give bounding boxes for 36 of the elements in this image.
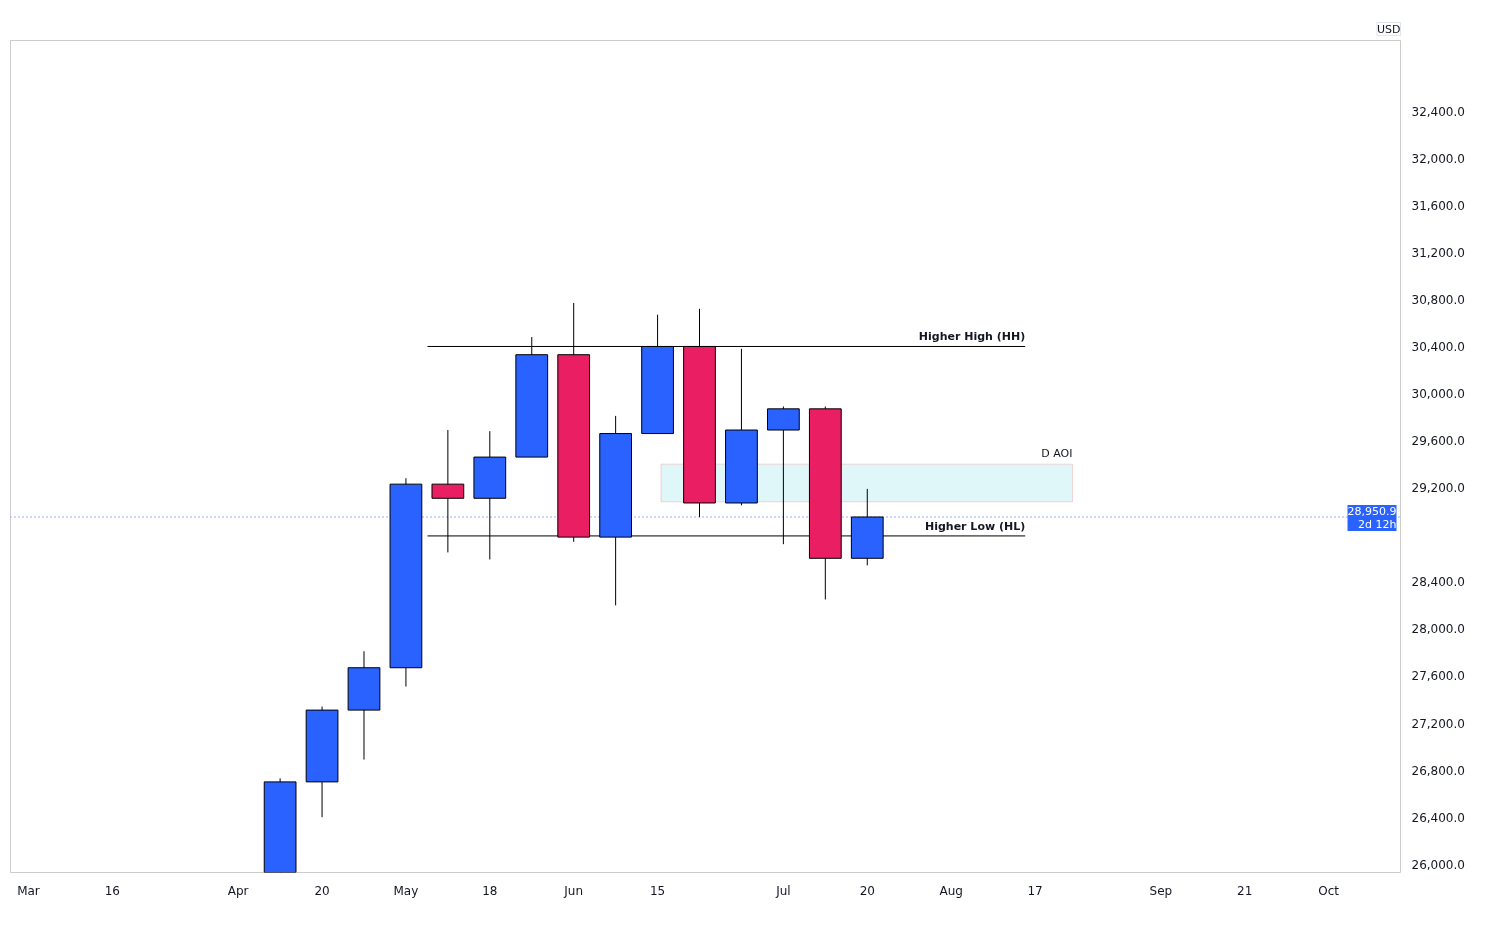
- x-tick-label: Sep: [1149, 883, 1173, 898]
- ref-line-label: 28,950.9 2d 12h: [1347, 505, 1397, 531]
- x-tick-label: 16: [104, 883, 120, 898]
- x-tick-label: Aug: [939, 883, 963, 898]
- y-tick-label: 30,000.0: [1411, 387, 1465, 402]
- x-tick-label: Jun: [563, 883, 584, 898]
- x-tick-label: 15: [649, 883, 666, 898]
- x-tick-label: Jul: [775, 883, 791, 898]
- y-tick-label: 26,800.0: [1411, 763, 1465, 778]
- y-tick-label: 30,800.0: [1411, 292, 1465, 307]
- y-tick-label: 29,600.0: [1411, 434, 1465, 449]
- y-tick-label: 26,000.0: [1411, 857, 1465, 872]
- x-tick-label: 20: [859, 883, 875, 898]
- y-tick-label: 26,400.0: [1411, 810, 1465, 825]
- y-tick-label: 32,000.0: [1411, 151, 1465, 166]
- y-tick-label: 28,000.0: [1411, 622, 1465, 637]
- text: USD: [1377, 22, 1401, 36]
- ref-line-label: Higher High (HH): [918, 330, 1026, 344]
- x-tick-label: 21: [1237, 883, 1253, 898]
- y-tick-label: 31,600.0: [1411, 198, 1465, 213]
- x-tick-label: Oct: [1318, 883, 1340, 898]
- x-tick-label: 17: [1027, 883, 1043, 898]
- x-tick-label: 20: [314, 883, 330, 898]
- y-tick-label: 31,200.0: [1411, 245, 1465, 260]
- y-tick-label: 27,200.0: [1411, 716, 1465, 731]
- x-tick-label: Apr: [227, 883, 249, 898]
- y-tick-label: 30,400.0: [1411, 339, 1465, 354]
- y-tick-label: 32,400.0: [1411, 104, 1465, 119]
- ref-line-label: Higher Low (HL): [924, 519, 1026, 533]
- y-tick-label: 28,400.0: [1411, 575, 1465, 590]
- x-tick-label: 18: [482, 883, 498, 898]
- x-tick-label: May: [393, 883, 419, 898]
- band-label: D AOI: [1041, 447, 1073, 461]
- x-tick-label: Mar: [17, 883, 40, 898]
- y-tick-label: 29,200.0: [1411, 481, 1465, 496]
- y-tick-label: 27,600.0: [1411, 669, 1465, 684]
